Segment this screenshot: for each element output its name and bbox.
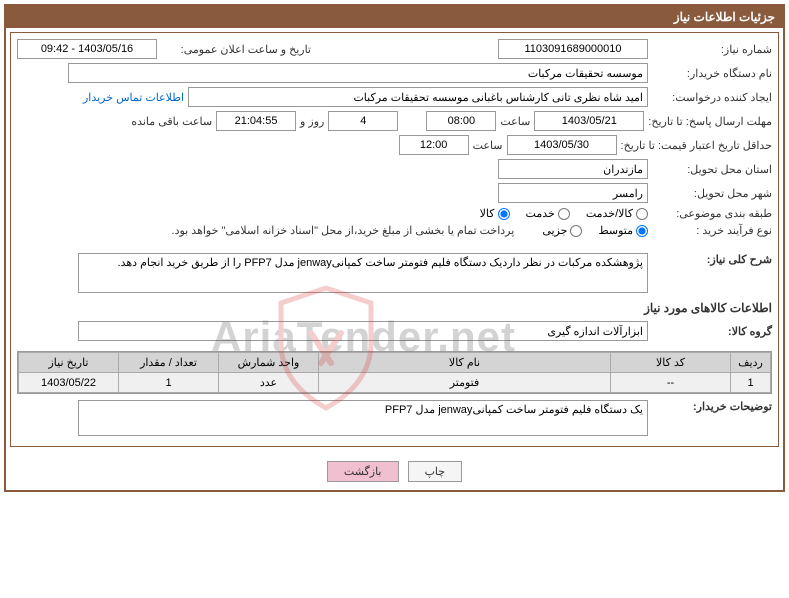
row-buyer-notes: توضیحات خریدار: <box>17 400 772 436</box>
content-area: AriaTender.net شماره نیاز: تاریخ و ساعت … <box>6 28 783 490</box>
buyer-org-field[interactable] <box>68 63 648 83</box>
purchase-note: پرداخت تمام یا بخشی از مبلغ خرید،از محل … <box>172 224 515 237</box>
radio-medium-label: متوسط <box>598 224 633 237</box>
row-buyer-org: نام دستگاه خریدار: <box>17 63 772 83</box>
radio-goods[interactable]: کالا <box>480 207 510 220</box>
response-time-field[interactable] <box>426 111 496 131</box>
table-row: 1 -- فتومتر عدد 1 1403/05/22 <box>19 373 771 393</box>
radio-goods-label: کالا <box>480 207 495 220</box>
delivery-province-label: استان محل تحویل: <box>652 163 772 176</box>
price-validity-time-field[interactable] <box>399 135 469 155</box>
row-need-desc: شرح کلی نیاز: <box>17 253 772 293</box>
radio-goods-service-label: کالا/خدمت <box>586 207 633 220</box>
category-label: طبقه بندی موضوعی: <box>652 207 772 220</box>
buyer-contact-link[interactable]: اطلاعات تماس خریدار <box>83 91 184 104</box>
announce-datetime-field[interactable] <box>17 39 157 59</box>
th-unit: واحد شمارش <box>219 353 319 373</box>
td-unit: عدد <box>219 373 319 393</box>
buyer-org-label: نام دستگاه خریدار: <box>652 67 772 80</box>
radio-partial-label: جزیی <box>542 224 567 237</box>
announce-datetime-label: تاریخ و ساعت اعلان عمومی: <box>161 43 311 56</box>
need-number-field[interactable] <box>498 39 648 59</box>
buyer-notes-field[interactable] <box>78 400 648 436</box>
row-price-validity: حداقل تاریخ اعتبار قیمت: تا تاریخ: ساعت <box>17 135 772 155</box>
table-header-row: ردیف کد کالا نام کالا واحد شمارش تعداد /… <box>19 353 771 373</box>
price-validity-label: حداقل تاریخ اعتبار قیمت: تا تاریخ: <box>621 139 772 152</box>
radio-medium-input[interactable] <box>636 225 648 237</box>
row-delivery-province: استان محل تحویل: <box>17 159 772 179</box>
requester-field[interactable] <box>188 87 648 107</box>
radio-service-label: خدمت <box>526 207 555 220</box>
radio-goods-service-input[interactable] <box>636 208 648 220</box>
th-qty: تعداد / مقدار <box>119 353 219 373</box>
radio-goods-input[interactable] <box>498 208 510 220</box>
response-deadline-label: مهلت ارسال پاسخ: تا تاریخ: <box>648 115 772 128</box>
th-row: ردیف <box>731 353 771 373</box>
price-validity-date-field[interactable] <box>507 135 617 155</box>
header-bar: جزئیات اطلاعات نیاز <box>6 6 783 28</box>
back-button[interactable]: بازگشت <box>327 461 399 482</box>
goods-table: ردیف کد کالا نام کالا واحد شمارش تعداد /… <box>17 351 772 394</box>
goods-info-heading: اطلاعات کالاهای مورد نیاز <box>17 301 772 315</box>
purchase-type-label: نوع فرآیند خرید : <box>652 224 772 237</box>
radio-goods-service[interactable]: کالا/خدمت <box>586 207 648 220</box>
th-date: تاریخ نیاز <box>19 353 119 373</box>
delivery-city-label: شهر محل تحویل: <box>652 187 772 200</box>
print-button[interactable]: چاپ <box>408 461 463 482</box>
main-container: جزئیات اطلاعات نیاز AriaTender.net شماره… <box>4 4 785 492</box>
purchase-type-radio-group: جزیی متوسط <box>542 224 648 237</box>
row-goods-group: گروه کالا: <box>17 321 772 341</box>
form-section: AriaTender.net شماره نیاز: تاریخ و ساعت … <box>10 32 779 447</box>
delivery-city-field[interactable] <box>498 183 648 203</box>
row-requester: ایجاد کننده درخواست: اطلاعات تماس خریدار <box>17 87 772 107</box>
td-name: فتومتر <box>319 373 611 393</box>
radio-partial-input[interactable] <box>570 225 582 237</box>
goods-group-field[interactable] <box>78 321 648 341</box>
row-response-deadline: مهلت ارسال پاسخ: تا تاریخ: ساعت روز و سا… <box>17 111 772 131</box>
response-date-field[interactable] <box>534 111 644 131</box>
td-num: 1 <box>731 373 771 393</box>
buyer-notes-label: توضیحات خریدار: <box>652 400 772 413</box>
goods-group-label: گروه کالا: <box>652 325 772 338</box>
radio-medium[interactable]: متوسط <box>598 224 648 237</box>
row-need-number: شماره نیاز: تاریخ و ساعت اعلان عمومی: <box>17 39 772 59</box>
td-qty: 1 <box>119 373 219 393</box>
th-code: کد کالا <box>611 353 731 373</box>
need-desc-field[interactable] <box>78 253 648 293</box>
th-name: نام کالا <box>319 353 611 373</box>
days-label-post: روز و <box>300 115 324 128</box>
requester-label: ایجاد کننده درخواست: <box>652 91 772 104</box>
delivery-province-field[interactable] <box>498 159 648 179</box>
button-row: چاپ بازگشت <box>10 453 779 486</box>
remaining-suffix: ساعت باقی مانده <box>131 115 212 128</box>
row-category: طبقه بندی موضوعی: کالا خدمت کالا/خدمت <box>17 207 772 220</box>
need-number-label: شماره نیاز: <box>652 43 772 56</box>
radio-partial[interactable]: جزیی <box>542 224 582 237</box>
td-date: 1403/05/22 <box>19 373 119 393</box>
category-radio-group: کالا خدمت کالا/خدمت <box>480 207 648 220</box>
time-label-2: ساعت <box>473 139 503 152</box>
days-field[interactable] <box>328 111 398 131</box>
page-title: جزئیات اطلاعات نیاز <box>674 10 775 24</box>
radio-service-input[interactable] <box>558 208 570 220</box>
need-desc-label: شرح کلی نیاز: <box>652 253 772 266</box>
time-label-1: ساعت <box>500 115 530 128</box>
row-purchase-type: نوع فرآیند خرید : جزیی متوسط پرداخت تمام… <box>17 224 772 237</box>
td-code: -- <box>611 373 731 393</box>
radio-service[interactable]: خدمت <box>526 207 570 220</box>
row-delivery-city: شهر محل تحویل: <box>17 183 772 203</box>
remaining-time-field[interactable] <box>216 111 296 131</box>
